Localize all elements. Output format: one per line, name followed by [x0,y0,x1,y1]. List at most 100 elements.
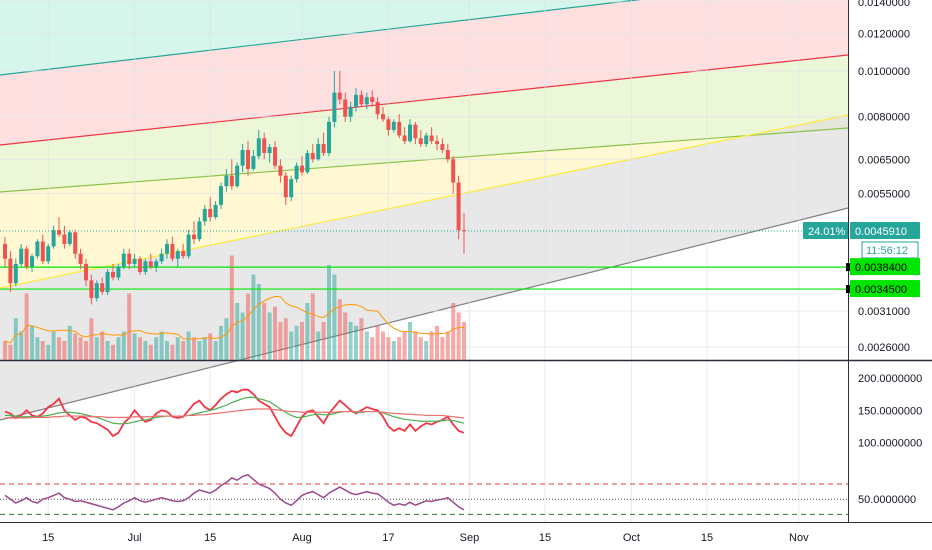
indicator-pane-2 [0,474,848,515]
candle-up [256,138,261,157]
volume-bar [343,312,348,360]
volume-bar [127,293,132,360]
volume-bar [235,303,240,360]
candle-down [127,253,132,264]
volume-bar [397,337,402,360]
candle-down [321,144,326,154]
last-price-badge [850,222,920,239]
candle-up [67,232,72,244]
time-axis[interactable]: 15 Jul 15 Aug 17 Sep 15 Oct 15 Nov [42,532,809,544]
volume-bar [332,274,337,360]
candle-down [445,150,450,160]
volume-bars [3,255,466,360]
candle-up [159,253,164,262]
time-tick-label: 15 [42,532,54,544]
level-badge-label: 0.0034500 [855,284,907,296]
candle-down [278,165,283,176]
candle-up [197,221,202,240]
candle-down [73,232,78,254]
grid [0,0,932,523]
volume-bar [354,325,358,360]
time-tick-label: 15 [204,532,216,544]
candle-up [408,124,412,142]
candle-up [224,175,229,187]
volume-bar [100,331,105,360]
candle-down [402,135,407,142]
price-tick-label: 0.0055000 [858,188,910,200]
volume-bar [224,318,229,360]
candle-down [429,135,434,142]
volume-bar [19,331,24,360]
volume-bar [67,325,72,360]
candle-up [143,261,148,272]
level-badge [850,280,920,298]
volume-bar [116,337,121,360]
price-axis[interactable]: 0.0140000 0.0120000 0.0100000 0.0080000 0.00… [803,0,922,506]
volume-bar [462,322,466,360]
time-tick-label: Nov [789,532,809,544]
indicator-2-tick-label: 50.0000000 [858,494,916,506]
candle-up [219,186,223,205]
volume-bar [456,312,461,360]
candle-down [337,92,342,100]
volume-bar [327,265,331,360]
volume-bar [138,337,142,360]
change-badge [803,222,848,239]
candle-up [35,241,40,257]
level-badge-label: 0.0038400 [855,262,907,274]
indicator-2-series-line [4,474,465,511]
candle-up [251,156,256,169]
candle-down [192,234,196,240]
candle-down [138,258,142,272]
candle-up [13,263,18,284]
volume-bar [165,341,169,360]
volume-bar [429,331,434,360]
candle-down [413,124,418,139]
volume-bar [381,331,385,360]
candle-up [175,251,180,259]
volume-bar [283,318,288,360]
volume-bar [154,337,159,360]
candle-down [283,175,288,198]
band-fill [0,0,848,145]
volume-bar [240,312,245,360]
candle-up [105,271,110,293]
volume-bar [289,331,294,360]
candle-down [386,119,391,130]
volume-bar [267,312,272,360]
volume-bar [84,341,88,360]
volume-bar [418,337,423,360]
candle-up [294,165,299,180]
volume-bar [219,325,223,360]
volume-bar [208,333,213,360]
candle-down [24,248,29,267]
volume-bar [148,344,153,360]
price-tick-label: 0.0080000 [858,112,910,124]
candle-down [300,165,304,173]
volume-bar [192,337,196,360]
candle-down [359,94,364,105]
volume-bar [294,325,299,360]
level-badge [850,258,920,276]
time-tick-label: 15 [539,532,551,544]
countdown-label: 11:56:12 [866,245,908,257]
volume-bar [181,341,186,360]
indicator-1-tick-label: 200.0000000 [858,373,922,385]
indicator-1-tick-label: 100.0000000 [858,437,922,449]
candle-down [89,280,94,299]
volume-bar [337,299,342,360]
volume-bar [300,322,304,360]
candle-up [51,230,56,247]
candle-down [208,208,213,218]
volume-bar [111,344,115,360]
volume-bar [408,322,412,360]
volume-bar [305,303,310,360]
candle-up [348,106,353,117]
candle-down [57,230,61,235]
candle-down [418,138,423,145]
volume-bar [35,337,40,360]
candle-down [78,253,83,264]
candle-up [94,283,99,299]
volume-bar [40,341,45,360]
